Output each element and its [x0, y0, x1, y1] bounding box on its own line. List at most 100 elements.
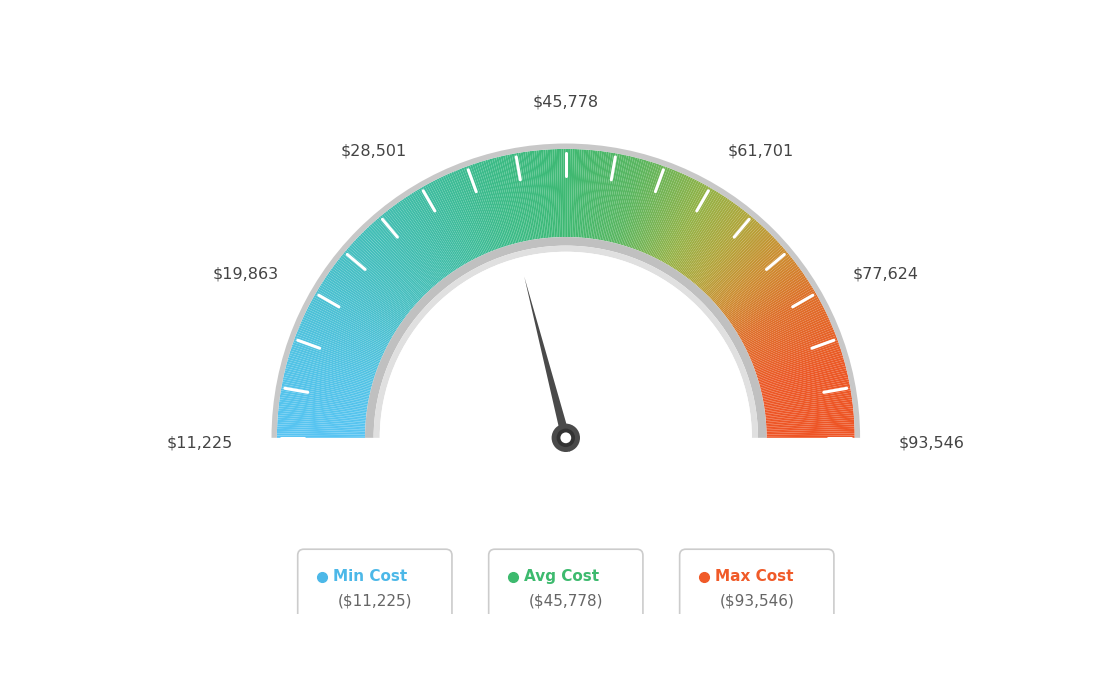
Wedge shape [571, 149, 575, 237]
Wedge shape [364, 229, 427, 294]
Wedge shape [699, 221, 758, 288]
Wedge shape [655, 179, 694, 258]
Wedge shape [279, 395, 368, 410]
Wedge shape [319, 285, 395, 333]
Wedge shape [394, 204, 448, 276]
Wedge shape [766, 422, 854, 428]
Wedge shape [285, 368, 371, 391]
Wedge shape [608, 155, 629, 242]
Wedge shape [479, 161, 507, 246]
Wedge shape [601, 153, 618, 240]
Wedge shape [328, 272, 402, 324]
Wedge shape [666, 187, 711, 264]
Wedge shape [762, 377, 849, 397]
Wedge shape [662, 185, 707, 263]
Wedge shape [743, 303, 822, 345]
Wedge shape [656, 179, 697, 259]
Wedge shape [736, 285, 813, 333]
Wedge shape [625, 161, 652, 246]
Wedge shape [279, 402, 367, 414]
Wedge shape [658, 181, 701, 260]
Wedge shape [742, 299, 820, 342]
Circle shape [556, 428, 575, 447]
Wedge shape [530, 151, 542, 239]
Wedge shape [756, 348, 841, 377]
Wedge shape [277, 422, 365, 428]
Wedge shape [386, 210, 443, 280]
Wedge shape [746, 310, 826, 351]
Wedge shape [283, 377, 370, 397]
Wedge shape [278, 404, 367, 416]
Wedge shape [461, 168, 495, 250]
Wedge shape [363, 230, 426, 295]
Wedge shape [583, 150, 593, 238]
Wedge shape [644, 172, 680, 253]
Wedge shape [716, 247, 784, 306]
Wedge shape [765, 408, 853, 419]
Wedge shape [305, 313, 385, 353]
Wedge shape [332, 266, 404, 319]
Wedge shape [705, 230, 768, 295]
Wedge shape [594, 152, 608, 239]
Wedge shape [552, 149, 558, 237]
Wedge shape [367, 227, 428, 293]
Wedge shape [650, 175, 689, 256]
Wedge shape [272, 144, 860, 438]
Wedge shape [336, 261, 407, 316]
Wedge shape [485, 160, 511, 245]
Wedge shape [681, 201, 734, 275]
Wedge shape [405, 197, 456, 271]
Wedge shape [505, 155, 526, 242]
Wedge shape [302, 317, 383, 355]
Wedge shape [680, 200, 732, 273]
Wedge shape [582, 150, 591, 238]
Wedge shape [496, 157, 519, 243]
Wedge shape [392, 206, 446, 277]
Wedge shape [507, 155, 527, 242]
Wedge shape [288, 357, 373, 384]
Wedge shape [373, 221, 433, 288]
Wedge shape [757, 351, 842, 379]
Wedge shape [351, 244, 417, 304]
Wedge shape [500, 156, 522, 242]
Wedge shape [696, 217, 753, 285]
Wedge shape [578, 150, 586, 237]
FancyBboxPatch shape [489, 549, 643, 622]
Wedge shape [668, 189, 714, 266]
Wedge shape [765, 406, 853, 417]
Wedge shape [323, 279, 399, 329]
Wedge shape [491, 158, 516, 244]
Wedge shape [541, 150, 550, 238]
Wedge shape [277, 428, 365, 433]
Wedge shape [652, 177, 693, 257]
Wedge shape [702, 226, 764, 291]
Wedge shape [295, 336, 378, 368]
Wedge shape [428, 182, 471, 261]
Wedge shape [755, 342, 839, 373]
Wedge shape [468, 165, 499, 249]
Wedge shape [315, 293, 392, 338]
Wedge shape [574, 149, 580, 237]
Wedge shape [587, 150, 599, 239]
Wedge shape [591, 151, 604, 239]
Wedge shape [523, 152, 538, 239]
Wedge shape [320, 283, 396, 332]
Wedge shape [693, 215, 752, 284]
Wedge shape [300, 323, 382, 359]
Wedge shape [622, 160, 648, 246]
Wedge shape [556, 149, 561, 237]
Wedge shape [686, 206, 740, 277]
Wedge shape [598, 152, 615, 240]
Wedge shape [288, 355, 373, 382]
Wedge shape [761, 371, 847, 393]
Wedge shape [545, 150, 553, 237]
Wedge shape [628, 163, 657, 248]
Wedge shape [280, 388, 368, 405]
Wedge shape [721, 254, 789, 311]
Wedge shape [766, 420, 854, 427]
Wedge shape [766, 431, 854, 435]
Wedge shape [749, 319, 830, 357]
Wedge shape [283, 380, 369, 399]
Wedge shape [707, 232, 771, 296]
Wedge shape [575, 149, 582, 237]
